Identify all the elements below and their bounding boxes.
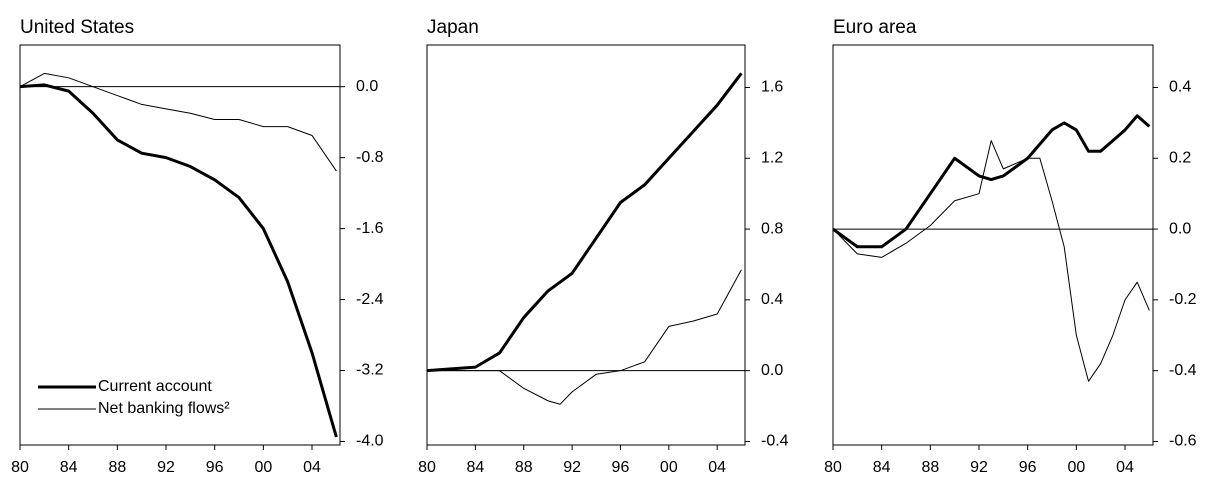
y-tick-label: -2.4 — [356, 291, 384, 308]
y-tick-label: 1.6 — [761, 79, 783, 96]
y-tick-label: 0.0 — [1169, 220, 1191, 237]
x-tick-label: 80 — [824, 459, 842, 476]
x-tick-label: 84 — [873, 459, 891, 476]
y-tick-label: -0.8 — [356, 149, 384, 166]
x-tick-label: 04 — [1116, 459, 1134, 476]
x-tick-label: 84 — [466, 459, 484, 476]
y-tick-label: 0.4 — [761, 291, 783, 308]
x-tick-label: 00 — [254, 459, 272, 476]
x-tick-label: 84 — [60, 459, 78, 476]
x-tick-label: 80 — [11, 459, 29, 476]
y-tick-label: 1.2 — [761, 149, 783, 166]
y-tick-label: 0.8 — [761, 220, 783, 237]
plot-frame — [426, 44, 746, 446]
series-line — [426, 72, 743, 373]
y-tick-label: -0.6 — [1169, 433, 1197, 450]
x-tick-label: 04 — [303, 459, 321, 476]
y-tick-label: -3.2 — [356, 362, 384, 379]
y-tick-label: 0.0 — [761, 362, 783, 379]
plot-frame — [19, 44, 341, 446]
x-tick-label: 00 — [660, 459, 678, 476]
x-tick-label: 92 — [563, 459, 581, 476]
series-line — [832, 114, 1151, 249]
y-tick-label: -0.4 — [761, 433, 789, 450]
x-tick-label: 92 — [157, 459, 175, 476]
y-tick-label: -0.2 — [1169, 291, 1197, 308]
x-tick-label: 96 — [612, 459, 630, 476]
x-tick-label: 04 — [708, 459, 726, 476]
x-tick-label: 96 — [1019, 459, 1037, 476]
x-tick-label: 92 — [970, 459, 988, 476]
x-tick-label: 80 — [418, 459, 436, 476]
y-tick-label: -4.0 — [356, 433, 384, 450]
series-line — [19, 83, 338, 438]
chart-title: United States — [20, 17, 134, 38]
y-tick-label: 0.0 — [356, 78, 378, 95]
y-tick-label: 0.2 — [1169, 149, 1191, 166]
plot-frame — [832, 44, 1154, 446]
series-line — [427, 269, 742, 405]
x-tick-label: 00 — [1067, 459, 1085, 476]
chart-title: Japan — [427, 17, 479, 38]
x-tick-label: 88 — [108, 459, 126, 476]
x-tick-label: 88 — [515, 459, 533, 476]
chart-title: Euro area — [833, 17, 917, 38]
legend-label: Net banking flows² — [98, 400, 230, 417]
y-tick-label: -1.6 — [356, 220, 384, 237]
legend-label: Current account — [98, 378, 212, 395]
series-line — [19, 72, 337, 172]
y-tick-label: 0.4 — [1169, 79, 1191, 96]
x-tick-label: 96 — [206, 459, 224, 476]
series-line — [832, 140, 1150, 382]
x-tick-label: 88 — [921, 459, 939, 476]
y-tick-label: -0.4 — [1169, 362, 1197, 379]
